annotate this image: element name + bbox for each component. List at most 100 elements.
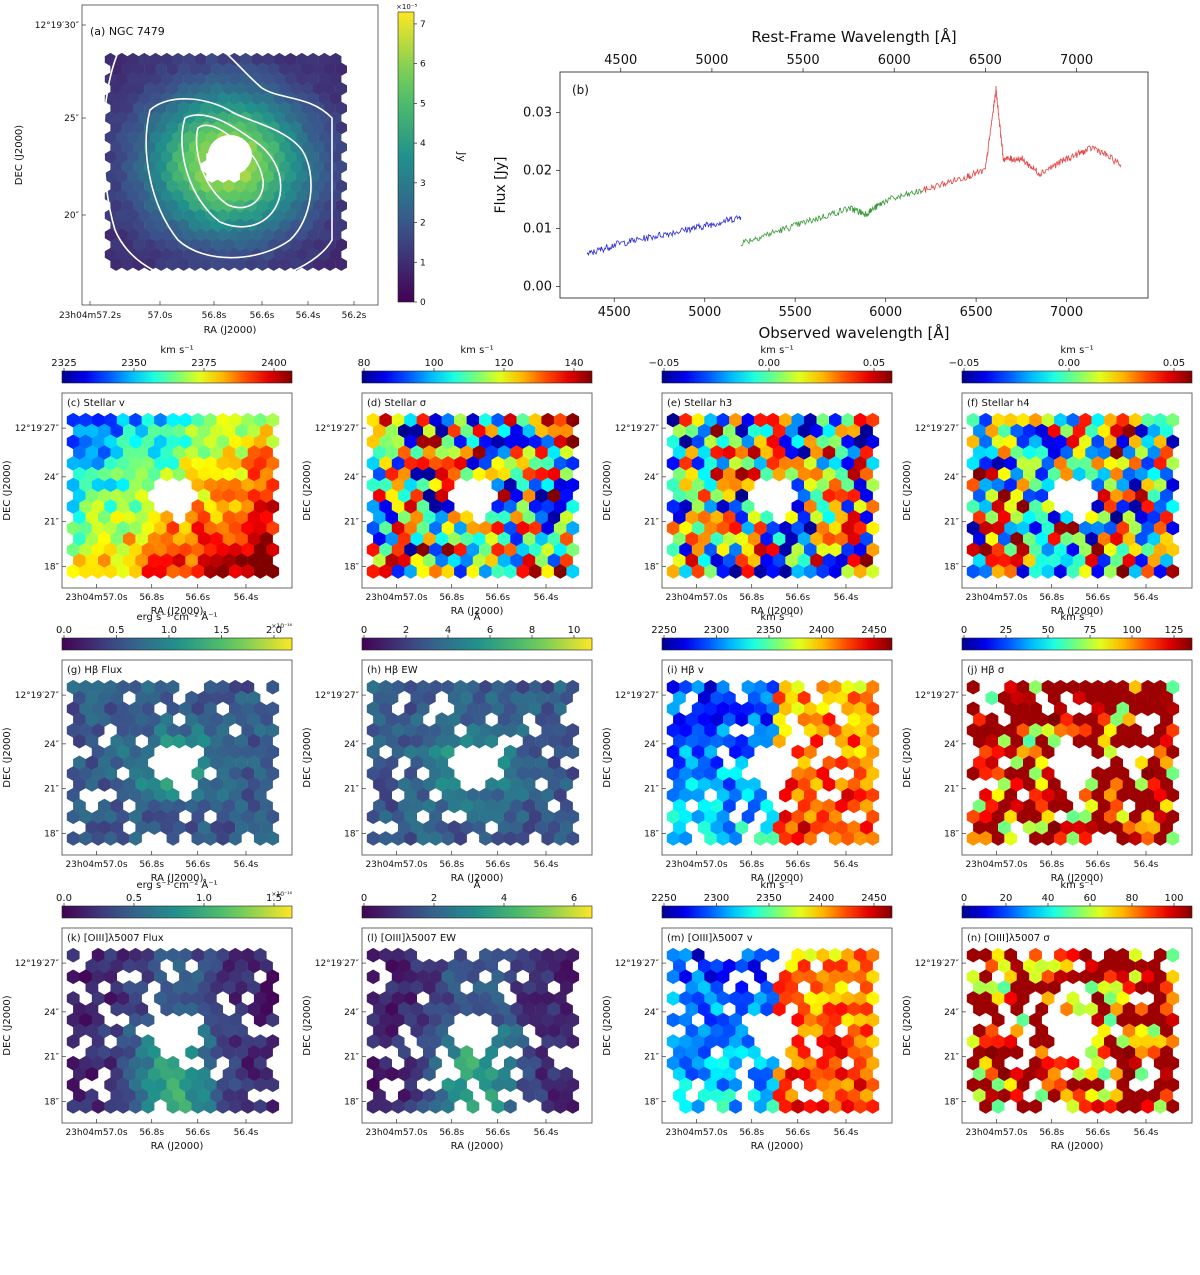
- map-cell: [429, 456, 442, 471]
- map-cell: [841, 542, 855, 558]
- map-cell: [866, 766, 880, 781]
- map-cell: [710, 445, 724, 460]
- map-cell: [398, 423, 411, 439]
- map-cell: [741, 679, 755, 695]
- map-cell: [1066, 542, 1080, 558]
- map-cell: [166, 121, 179, 135]
- x-tick-label: 56.4s: [534, 593, 559, 603]
- y-tick-label: 18″: [944, 830, 959, 840]
- map-cell: [691, 809, 705, 825]
- map-cell: [485, 466, 498, 482]
- map-cell: [797, 958, 811, 974]
- panel-label: (n) [OIII]λ5007 σ: [967, 933, 1050, 944]
- map-cell: [966, 434, 980, 450]
- map-cell: [666, 542, 680, 558]
- map-cell: [441, 564, 455, 579]
- map-cell: [161, 228, 173, 242]
- map-cell: [466, 1055, 480, 1071]
- map-cell: [560, 1023, 573, 1039]
- map-cell: [266, 520, 280, 536]
- map-cell: [210, 798, 223, 814]
- map-cell: [566, 1012, 580, 1028]
- map-cell: [835, 488, 848, 504]
- map-cell: [141, 766, 155, 781]
- map-cell: [160, 553, 174, 568]
- map-cell: [698, 820, 711, 835]
- map-cell: [666, 809, 680, 825]
- panel-label: (c) Stellar v: [67, 398, 125, 409]
- map-cell: [710, 423, 724, 439]
- map-cell: [200, 101, 212, 115]
- map-cell: [1016, 723, 1030, 738]
- map-cell: [1129, 542, 1142, 558]
- map-cell: [110, 466, 124, 482]
- map-cell: [1079, 969, 1092, 985]
- map-cell: [79, 831, 92, 846]
- map-cell: [66, 766, 80, 781]
- map-cell: [1085, 820, 1098, 835]
- map-cell: [179, 991, 192, 1006]
- map-cell: [504, 744, 517, 760]
- map-cell: [535, 510, 548, 525]
- map-cell: [679, 499, 692, 514]
- map-cell: [847, 445, 861, 460]
- colorbar: [361, 370, 593, 384]
- map-cell: [704, 723, 717, 738]
- map-cell: [541, 991, 555, 1006]
- map-cell: [810, 798, 823, 814]
- map-cell: [973, 531, 986, 547]
- map-cell: [441, 679, 455, 695]
- map-cell: [541, 412, 555, 428]
- map-cell: [123, 466, 136, 482]
- map-cell: [404, 520, 417, 536]
- map-cell: [829, 1012, 842, 1028]
- map-cell: [253, 991, 267, 1006]
- map-cell: [110, 160, 122, 174]
- map-cell: [966, 542, 980, 558]
- map-cell: [704, 1012, 717, 1028]
- map-cell: [132, 257, 145, 271]
- map-cell: [79, 969, 92, 985]
- map-cell: [785, 423, 798, 439]
- map-cell: [179, 1077, 192, 1093]
- map-cell: [966, 520, 980, 536]
- hex-map: [366, 412, 580, 579]
- map-cell: [1097, 1045, 1111, 1060]
- map-cell: [144, 82, 156, 96]
- map-cell: [998, 1088, 1011, 1103]
- map-cell: [454, 831, 467, 846]
- map-cell: [266, 477, 280, 493]
- map-cell: [416, 564, 430, 579]
- map-cell: [373, 712, 386, 727]
- map-cell: [804, 809, 817, 825]
- map-cell: [423, 553, 436, 568]
- map-cell: [973, 466, 986, 482]
- map-cell: [284, 247, 297, 262]
- map-cell: [179, 542, 192, 558]
- map-cell: [454, 456, 467, 471]
- map-cell: [132, 160, 145, 174]
- panel-label: (h) Hβ EW: [367, 665, 418, 676]
- map-cell: [166, 723, 180, 738]
- map-cell: [673, 488, 686, 504]
- map-cell: [698, 690, 711, 706]
- map-cell: [191, 991, 205, 1006]
- map-cell: [135, 531, 149, 547]
- map-cell: [229, 809, 242, 825]
- map-cell: [666, 1012, 680, 1028]
- map-cell: [1060, 712, 1074, 727]
- colorbar-label: Å: [474, 610, 481, 623]
- map-cell: [284, 169, 297, 184]
- map-cell: [772, 1001, 786, 1017]
- map-cell: [1160, 1066, 1173, 1082]
- map-cell: [235, 733, 248, 749]
- map-cell: [841, 723, 855, 738]
- map-cell: [441, 969, 455, 985]
- map-cell: [379, 499, 392, 514]
- map-cell: [1160, 733, 1173, 749]
- map-cell: [766, 412, 780, 428]
- map-cell: [116, 247, 128, 262]
- map-cell: [1122, 488, 1136, 504]
- map-cell: [166, 787, 180, 803]
- map-cell: [194, 72, 207, 86]
